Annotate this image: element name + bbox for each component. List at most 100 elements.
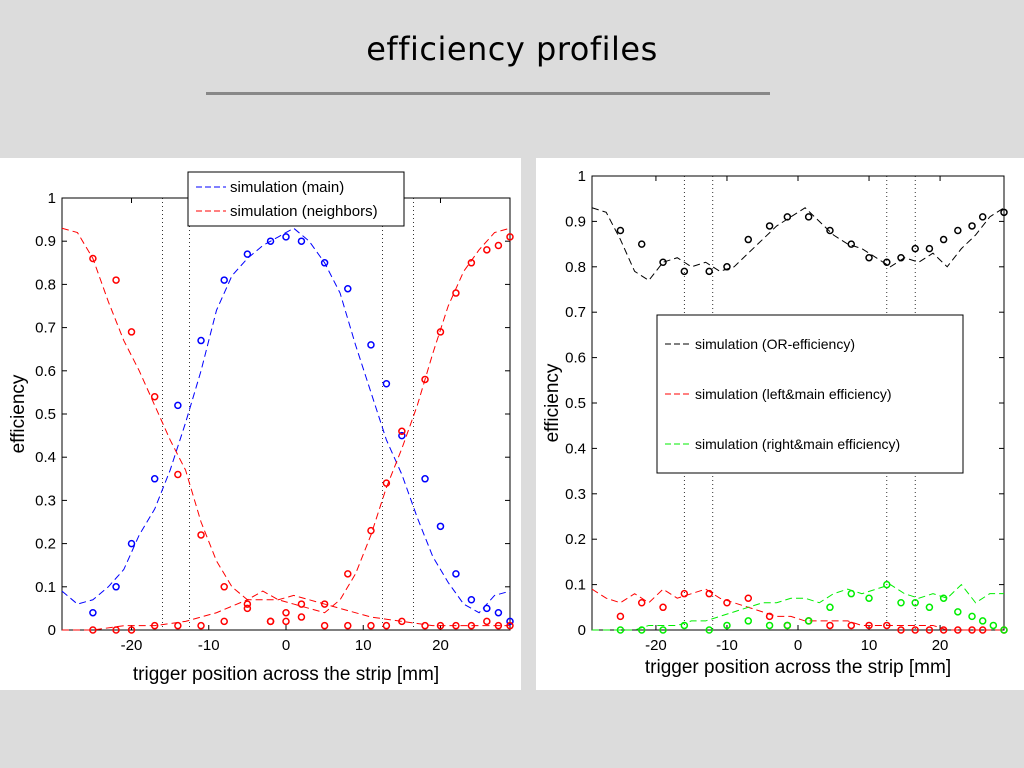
x-axis-label: trigger position across the strip [mm]	[133, 664, 439, 685]
data-point	[954, 608, 962, 616]
y-tick-label: 0.5	[35, 406, 56, 423]
plot-frame	[61, 197, 511, 631]
y-tick-label: 0	[578, 622, 586, 639]
y-tick-label: 0.1	[35, 579, 56, 596]
data-point	[911, 626, 919, 634]
y-tick-label: 0.4	[35, 449, 56, 466]
legend-label: simulation (neighbors)	[230, 203, 378, 220]
data-point	[483, 246, 491, 254]
data-point	[847, 589, 856, 598]
x-axis-label: trigger position across the strip [mm]	[645, 657, 951, 678]
y-tick-label: 1	[48, 190, 56, 207]
legend-label: simulation (OR-efficiency)	[695, 336, 855, 352]
data-point	[680, 267, 689, 276]
data-point	[865, 621, 873, 630]
data-point	[367, 341, 375, 349]
data-point	[382, 621, 391, 630]
data-point	[847, 240, 856, 248]
data-point	[382, 380, 391, 388]
legend-label: simulation (left&main efficiency)	[695, 386, 892, 402]
data-point	[723, 599, 731, 607]
data-point	[112, 276, 120, 284]
chart-left: 0 0.1 0.2 0.3 0.4 0.5 0.6 0.7 0.8 0.9 1 -20 -10 0 10 20…	[8, 171, 514, 685]
data-point	[398, 427, 406, 436]
data-point	[659, 626, 667, 634]
data-point	[243, 604, 252, 613]
data-point	[127, 328, 136, 336]
y-tick-label: 0	[48, 622, 56, 639]
data-point	[89, 608, 97, 617]
y-tick-label: 0.3	[35, 492, 56, 509]
data-point	[978, 213, 987, 221]
data-point	[968, 626, 976, 634]
y-tick-label: 0.9	[35, 233, 56, 250]
x-tick-label: 20	[932, 637, 949, 654]
data-point	[939, 594, 948, 602]
y-tick-label: 0.3	[565, 486, 586, 503]
data-point	[939, 626, 948, 634]
data-point	[112, 583, 120, 591]
data-point	[266, 617, 275, 626]
x-tick-label: -20	[645, 637, 667, 654]
legend-box	[187, 171, 405, 227]
x-tick-label: -10	[716, 637, 738, 654]
data-point	[112, 626, 120, 634]
data-point	[705, 626, 713, 634]
data-point	[954, 626, 962, 634]
data-point	[436, 522, 445, 531]
data-point	[266, 237, 275, 245]
data-point	[659, 258, 667, 267]
data-point	[297, 600, 306, 608]
data-point	[705, 589, 713, 598]
data-point	[883, 621, 891, 630]
x-tick-label: 10	[861, 637, 878, 654]
y-tick-label: 0.6	[35, 363, 56, 380]
data-point	[897, 599, 905, 607]
data-point	[220, 276, 228, 284]
x-tick-label: 10	[355, 637, 372, 654]
data-point	[744, 594, 753, 602]
data-point	[968, 612, 976, 621]
data-point	[765, 621, 774, 630]
x-tick-label: 0	[282, 637, 290, 654]
data-point	[382, 479, 391, 487]
data-point	[1000, 626, 1008, 634]
data-point	[174, 470, 182, 479]
chart-panel-right: 0 0.1 0.2 0.3 0.4 0.5 0.6 0.7 0.8 0.9 1 -20 -10 0 10 20…	[536, 158, 1024, 690]
data-point	[506, 621, 514, 630]
data-point	[297, 237, 306, 245]
data-point	[911, 244, 919, 253]
y-tick-label: 0.9	[565, 213, 586, 230]
data-point	[804, 617, 813, 625]
y-tick-label: 0.8	[35, 276, 56, 293]
data-point	[826, 603, 834, 612]
legend-label: simulation (main)	[230, 179, 344, 196]
data-point	[897, 253, 905, 262]
series-line-0	[591, 207, 1005, 282]
y-tick-label: 0.2	[35, 536, 56, 553]
data-point	[494, 621, 503, 630]
data-point	[723, 263, 731, 271]
data-point	[911, 599, 919, 607]
data-point	[467, 596, 476, 604]
data-point	[150, 392, 159, 401]
chart-panel-left: 0 0.1 0.2 0.3 0.4 0.5 0.6 0.7 0.8 0.9 1 -20 -10 0 10 20…	[0, 158, 521, 690]
legend-box	[656, 314, 964, 474]
data-point	[127, 539, 136, 548]
data-point	[197, 336, 205, 345]
y-axis-label: efficiency	[8, 374, 29, 453]
data-point	[197, 621, 205, 630]
data-point	[150, 475, 159, 483]
series-line-1	[591, 588, 1004, 631]
y-tick-label: 0.2	[565, 531, 586, 548]
data-point	[847, 621, 856, 630]
series-line-2	[592, 583, 1004, 631]
data-point	[467, 259, 476, 267]
slide-title: efficiency profiles	[366, 30, 658, 68]
data-point	[506, 617, 514, 626]
x-tick-label: 0	[794, 637, 802, 654]
x-tick-label: -10	[198, 637, 220, 654]
data-point	[220, 617, 228, 626]
chart-right: 0 0.1 0.2 0.3 0.4 0.5 0.6 0.7 0.8 0.9 1 -20 -10 0 10 20…	[542, 168, 1008, 678]
y-tick-label: 0.4	[565, 440, 586, 457]
